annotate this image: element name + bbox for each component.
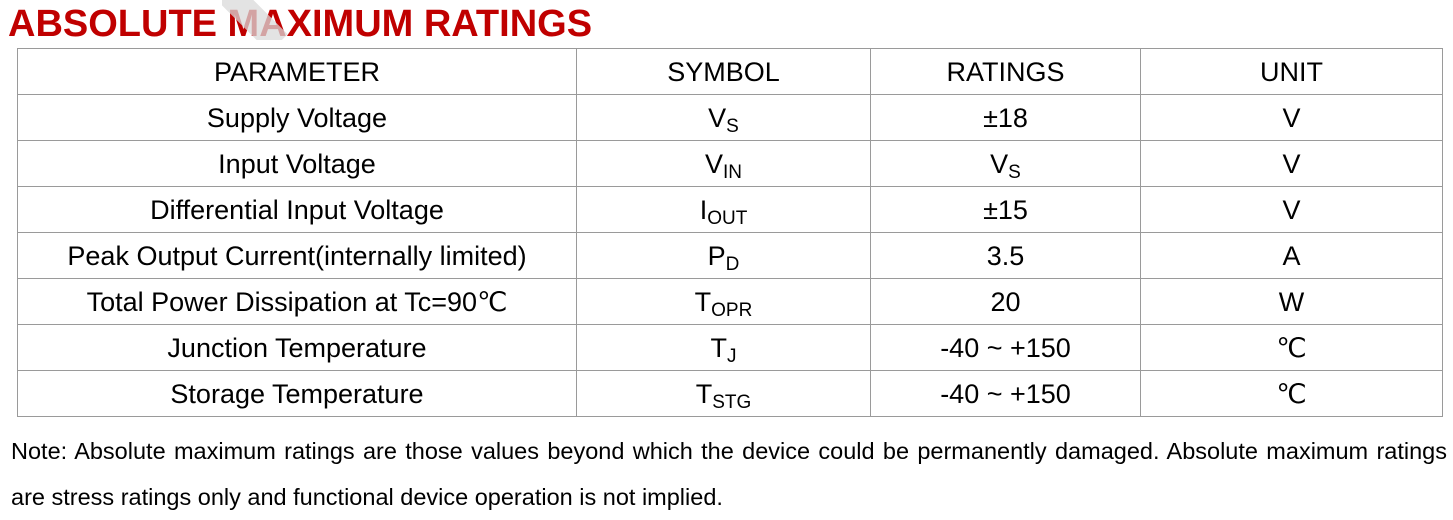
- symbol-subscript: IN: [723, 161, 742, 183]
- symbol-base: V: [704, 148, 723, 179]
- table-row: Peak Output Current(internally limited) …: [17, 232, 1443, 279]
- rating-base: -40 ~ +150: [940, 378, 1071, 409]
- symbol-base: T: [695, 378, 713, 409]
- table-row: Input Voltage VIN VS V: [17, 140, 1443, 187]
- cell-parameter: Peak Output Current(internally limited): [17, 232, 577, 279]
- ratings-table: PARAMETER SYMBOL RATINGS UNIT Supply Vol…: [17, 48, 1443, 417]
- table-row: Supply Voltage VS ±18 V: [17, 94, 1443, 141]
- table-row: Differential Input Voltage IOUT ±15 V: [17, 186, 1443, 233]
- cell-parameter: Junction Temperature: [17, 324, 577, 371]
- symbol-base: P: [707, 240, 726, 271]
- symbol-base: I: [699, 194, 708, 225]
- rating-base: ±15: [983, 194, 1028, 225]
- rating-base: ±18: [983, 102, 1028, 133]
- symbol-base: V: [708, 102, 727, 133]
- symbol-subscript: OPR: [711, 299, 753, 321]
- cell-unit: V: [1140, 140, 1443, 187]
- cell-rating: 20: [870, 278, 1141, 325]
- rating-base: -40 ~ +150: [940, 332, 1071, 363]
- cell-parameter: Total Power Dissipation at Tc=90℃: [17, 278, 577, 325]
- cell-rating: ±15: [870, 186, 1141, 233]
- header-parameter: PARAMETER: [17, 48, 577, 95]
- note-text: Note: Absolute maximum ratings are those…: [11, 438, 1447, 510]
- cell-parameter: Input Voltage: [17, 140, 577, 187]
- page-title: ABSOLUTE MAXIMUM RATINGS: [8, 3, 593, 45]
- header-ratings: RATINGS: [870, 48, 1141, 95]
- cell-symbol: TOPR: [576, 278, 871, 325]
- cell-rating: -40 ~ +150: [870, 324, 1141, 371]
- cell-unit: ℃: [1140, 370, 1443, 417]
- symbol-subscript: S: [726, 115, 739, 137]
- symbol-subscript: D: [725, 253, 740, 275]
- cell-rating: -40 ~ +150: [870, 370, 1141, 417]
- cell-symbol: VS: [576, 94, 871, 141]
- cell-unit: W: [1140, 278, 1443, 325]
- table-row: Storage Temperature TSTG -40 ~ +150 ℃: [17, 370, 1443, 417]
- cell-unit: ℃: [1140, 324, 1443, 371]
- rating-base: 20: [990, 286, 1021, 317]
- rating-base: V: [990, 148, 1009, 179]
- symbol-subscript: J: [727, 345, 737, 367]
- table-header-row: PARAMETER SYMBOL RATINGS UNIT: [17, 48, 1443, 95]
- rating-base: 3.5: [986, 240, 1025, 271]
- rating-subscript: S: [1008, 161, 1021, 183]
- cell-parameter: Storage Temperature: [17, 370, 577, 417]
- cell-rating: ±18: [870, 94, 1141, 141]
- symbol-base: T: [710, 332, 728, 363]
- cell-parameter: Supply Voltage: [17, 94, 577, 141]
- cell-symbol: VIN: [576, 140, 871, 187]
- cell-unit: V: [1140, 94, 1443, 141]
- cell-symbol: PD: [576, 232, 871, 279]
- table-row: Total Power Dissipation at Tc=90℃ TOPR 2…: [17, 278, 1443, 325]
- symbol-subscript: STG: [712, 391, 752, 413]
- cell-symbol: IOUT: [576, 186, 871, 233]
- cell-parameter: Differential Input Voltage: [17, 186, 577, 233]
- symbol-base: T: [694, 286, 712, 317]
- cell-symbol: TJ: [576, 324, 871, 371]
- cell-symbol: TSTG: [576, 370, 871, 417]
- header-unit: UNIT: [1140, 48, 1443, 95]
- cell-unit: V: [1140, 186, 1443, 233]
- cell-rating: VS: [870, 140, 1141, 187]
- cell-rating: 3.5: [870, 232, 1141, 279]
- header-symbol: SYMBOL: [576, 48, 871, 95]
- symbol-subscript: OUT: [707, 207, 748, 229]
- table-row: Junction Temperature TJ -40 ~ +150 ℃: [17, 324, 1443, 371]
- cell-unit: A: [1140, 232, 1443, 279]
